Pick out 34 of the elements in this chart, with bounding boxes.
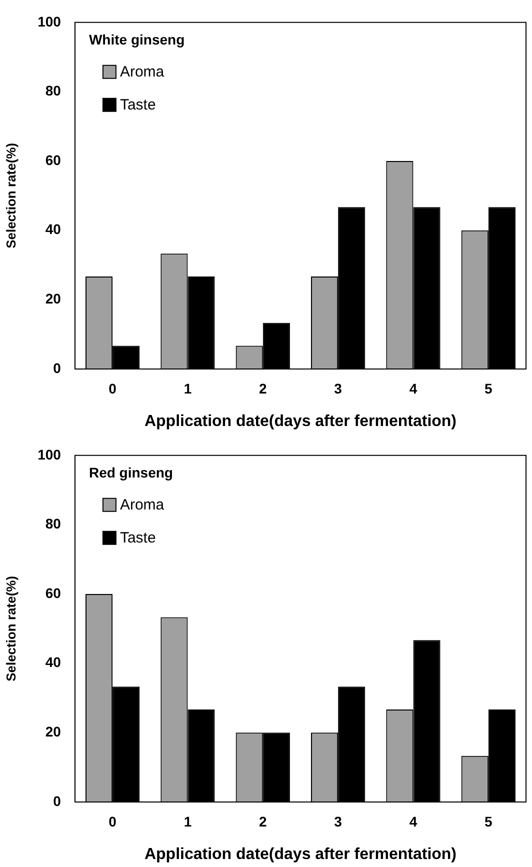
x-tick-label: 2 [258,380,267,396]
y-tick-label: 40 [45,654,62,670]
legend-label: Taste [120,96,156,114]
y-tick-label: 80 [45,516,62,532]
y-tick-label: 80 [45,82,62,99]
x-tick-label: 1 [184,813,192,830]
y-tick-label: 20 [45,290,62,307]
y-tick-label: 60 [45,584,62,601]
text: Red ginseng [88,464,173,480]
x-tick-label: 5 [484,813,493,830]
y-axis-title: Selection rate(%) [3,576,18,682]
y-tick-label: 0 [53,792,62,809]
y-tick-label: 60 [45,152,62,168]
x-axis-title: Application date(days after fermentation) [144,412,457,430]
y-axis-title: Selection rate(%) [3,142,18,248]
x-tick-label: 4 [409,380,418,396]
legend-label: Aroma [120,64,165,81]
x-axis-title: Application date(days after fermentation) [144,846,457,863]
legend-label: Aroma [120,496,165,514]
y-tick-label: 0 [53,360,62,376]
x-tick-label: 5 [484,380,493,396]
y-tick-label: 100 [38,446,62,462]
x-tick-label: 3 [334,813,342,830]
x-tick-label: 3 [334,380,342,396]
y-tick-label: 20 [45,724,62,740]
y-tick-label: 100 [38,13,62,30]
x-tick-label: 2 [258,813,267,830]
legend-label: Taste [120,530,156,547]
text: White ginseng [88,31,185,48]
x-tick-label: 0 [108,380,117,396]
x-tick-label: 4 [409,813,418,830]
y-tick-label: 40 [45,221,62,238]
x-tick-label: 1 [184,380,192,396]
x-tick-label: 0 [108,813,117,830]
